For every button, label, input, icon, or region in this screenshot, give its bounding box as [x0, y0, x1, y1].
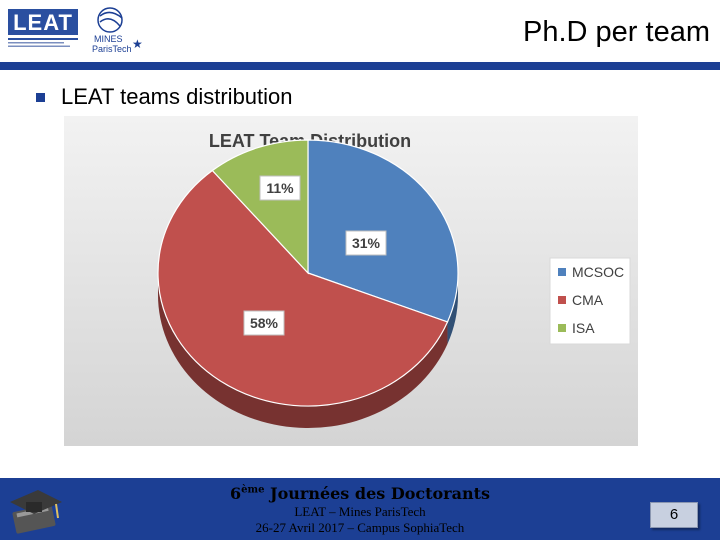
leat-logo: LEAT — [6, 7, 80, 51]
footer-title: 6ème Journées des Doctorants — [0, 484, 720, 503]
slide-footer: 6ème Journées des Doctorants LEAT – Mine… — [0, 478, 720, 540]
slide-header: LEAT MINES ParisTech ★ Ph.D per team — [0, 0, 720, 70]
graduation-cap-icon — [4, 484, 66, 536]
pie-side-cma — [158, 273, 448, 429]
legend-label-mcsoc: MCSOC — [572, 264, 624, 280]
data-label-box — [345, 230, 387, 256]
pie-chart: LEAT Team Distribution 31% 58% 11% MCSOC CM… — [64, 116, 638, 446]
bullet-text: LEAT teams distribution — [61, 84, 293, 109]
data-label-text: 58% — [250, 315, 279, 331]
legend-label-isa: ISA — [572, 320, 595, 336]
data-label-text: 11% — [266, 180, 294, 196]
bullet-square-icon — [36, 92, 45, 102]
svg-text:ParisTech: ParisTech — [92, 44, 132, 54]
footer-title-sup: ème — [241, 484, 265, 496]
mines-paristech-logo: MINES ParisTech ★ — [88, 6, 150, 54]
footer-title-suffix: Journées des Doctorants — [264, 484, 491, 503]
data-label-box — [243, 310, 285, 336]
pie-chart-svg: LEAT Team Distribution 31%58%11% MCSOCCM… — [64, 116, 638, 446]
legend-swatch-isa — [558, 324, 566, 332]
data-label-cma: 58% — [243, 310, 285, 336]
svg-text:MINES: MINES — [94, 34, 123, 44]
footer-date-location: 26-27 Avril 2017 – Campus SophiaTech — [255, 520, 465, 535]
data-label-isa: 11% — [259, 175, 301, 201]
header-divider — [0, 62, 720, 70]
data-label-mcsoc: 31% — [345, 230, 387, 256]
pie-slice-cma — [157, 169, 449, 407]
bullet-point: LEAT teams distribution — [36, 84, 293, 110]
legend-swatch-cma — [558, 296, 566, 304]
svg-text:★: ★ — [132, 37, 143, 51]
slide-title: Ph.D per team — [523, 16, 710, 48]
svg-text:LEAT: LEAT — [13, 10, 73, 35]
legend-swatch-mcsoc — [558, 268, 566, 276]
legend-label-cma: CMA — [572, 292, 604, 308]
pie-slice-isa — [211, 139, 309, 275]
data-label-box — [259, 175, 301, 201]
page-number: 6 — [650, 502, 698, 528]
footer-institution: LEAT – Mines ParisTech — [294, 504, 426, 519]
footer-title-prefix: 6 — [229, 484, 242, 503]
data-label-text: 31% — [352, 235, 381, 251]
